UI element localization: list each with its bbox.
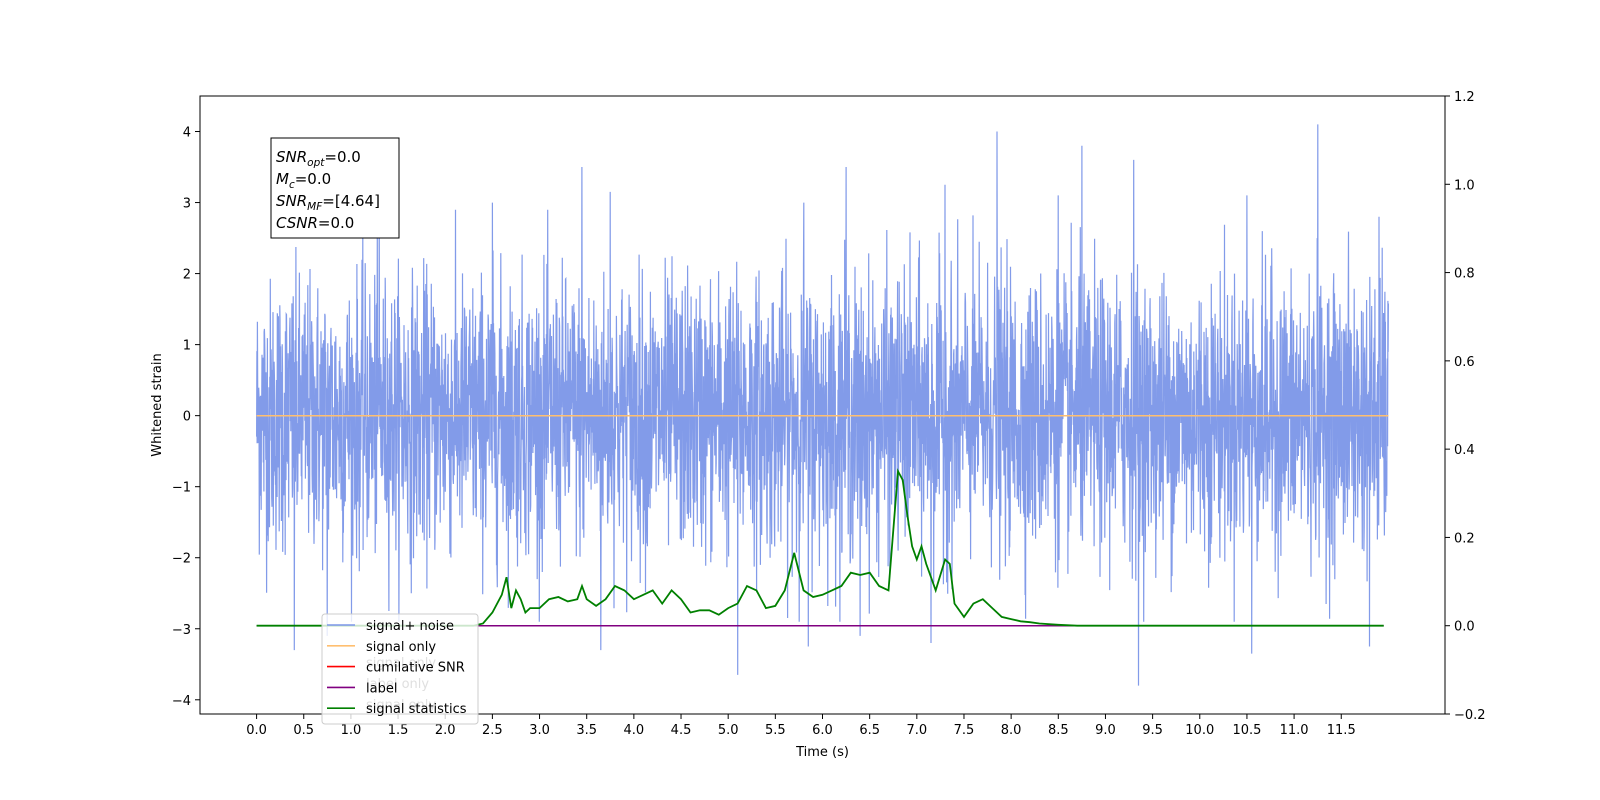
x-tick-label: 10.0 <box>1185 723 1214 738</box>
x-axis-label: Time (s) <box>795 745 849 760</box>
info-subscript: MF <box>307 201 323 213</box>
info-value: =0.0 <box>324 148 360 166</box>
x-tick-label: 3.0 <box>529 723 550 738</box>
x-tick-label: 7.0 <box>906 723 927 738</box>
x-tick-label: 5.0 <box>718 723 739 738</box>
info-value: =0.0 <box>318 214 354 232</box>
legend: signal only label only signal only signal+ … <box>321 613 479 725</box>
y-tick-label: −4 <box>172 694 191 709</box>
y2-tick-label: 1.0 <box>1454 178 1475 193</box>
y2-tick-label: 0.2 <box>1454 531 1475 546</box>
info-subscript: c <box>289 179 295 191</box>
info-symbol: SNR <box>276 192 307 210</box>
y-axis-label: Whitened strain <box>150 353 165 456</box>
legend-ghost-text: signal only <box>366 656 436 671</box>
y2-tick-label: 0.4 <box>1454 443 1475 458</box>
legend-ghost-text: label only <box>366 677 429 692</box>
y-tick-label: 0 <box>183 410 191 425</box>
series-signal-plus-noise <box>256 124 1389 686</box>
info-line: SNRMF=[4.64] <box>276 192 380 213</box>
info-value: =[4.64] <box>322 192 380 210</box>
x-tick-label: 3.5 <box>576 723 597 738</box>
x-tick-label: 8.0 <box>1001 723 1022 738</box>
info-symbol: CSNR <box>276 214 318 232</box>
x-tick-label: 11.5 <box>1327 723 1356 738</box>
y-tick-label: −2 <box>172 552 191 567</box>
legend-label: signal statistics <box>366 702 467 717</box>
x-tick-label: 10.5 <box>1232 723 1261 738</box>
axes: 0.0 0.5 1.0 1.5 2.0 2.5 3.0 3.5 4.0 4.5 5.0 5.5 6.0 6… <box>150 90 1486 760</box>
series-signal-statistics <box>256 468 1384 627</box>
x-tick-label: 2.5 <box>482 723 503 738</box>
x-tick-label: 5.5 <box>765 723 786 738</box>
x-tick-label: 7.5 <box>954 723 975 738</box>
info-line: Mc=0.0 <box>276 170 331 191</box>
x-tick-label: 2.0 <box>435 723 456 738</box>
x-tick-label: 6.5 <box>859 723 880 738</box>
y-tick-label: −1 <box>172 481 191 496</box>
x-tick-label: 1.5 <box>388 723 409 738</box>
y2-tick-label: 0.0 <box>1454 620 1475 635</box>
info-symbol: SNR <box>276 148 307 166</box>
info-line: SNRopt=0.0 <box>276 148 361 169</box>
y-tick-label: 2 <box>183 268 191 283</box>
x-tick-label: 4.0 <box>624 723 645 738</box>
legend-label: label <box>366 681 397 696</box>
info-box-frame <box>270 137 400 239</box>
x-tick-label: 4.5 <box>671 723 692 738</box>
legend-frame <box>321 613 479 725</box>
x-tick-label: 9.5 <box>1142 723 1163 738</box>
y2-tick-label: −0.2 <box>1454 708 1486 723</box>
info-line: CSNR=0.0 <box>276 214 354 232</box>
noise-line <box>256 124 1389 686</box>
y-tick-label: 4 <box>183 126 191 141</box>
x-tick-label: 0.0 <box>246 723 267 738</box>
y2-tick-label: 0.8 <box>1454 267 1475 282</box>
y-tick-label: 1 <box>183 339 191 354</box>
info-subscript: opt <box>307 157 325 169</box>
info-value: =0.0 <box>295 170 331 188</box>
x-tick-label: 8.5 <box>1048 723 1069 738</box>
legend-label: signal+ noise <box>366 619 454 634</box>
y2-tick-label: 0.6 <box>1454 355 1475 370</box>
legend-ghost-text: signal only <box>366 698 436 713</box>
x-tick-label: 6.0 <box>812 723 833 738</box>
x-tick-label: 11.0 <box>1280 723 1309 738</box>
x-tick-label: 1.0 <box>341 723 362 738</box>
legend-label: signal only <box>366 640 436 655</box>
y-tick-label: −3 <box>172 623 191 638</box>
x-tick-label: 0.5 <box>293 723 314 738</box>
info-symbol: M <box>276 170 289 188</box>
y-tick-label: 3 <box>183 197 191 212</box>
y2-tick-label: 1.2 <box>1454 90 1475 105</box>
x-tick-label: 9.0 <box>1095 723 1116 738</box>
legend-label: cumilative SNR <box>366 661 465 676</box>
